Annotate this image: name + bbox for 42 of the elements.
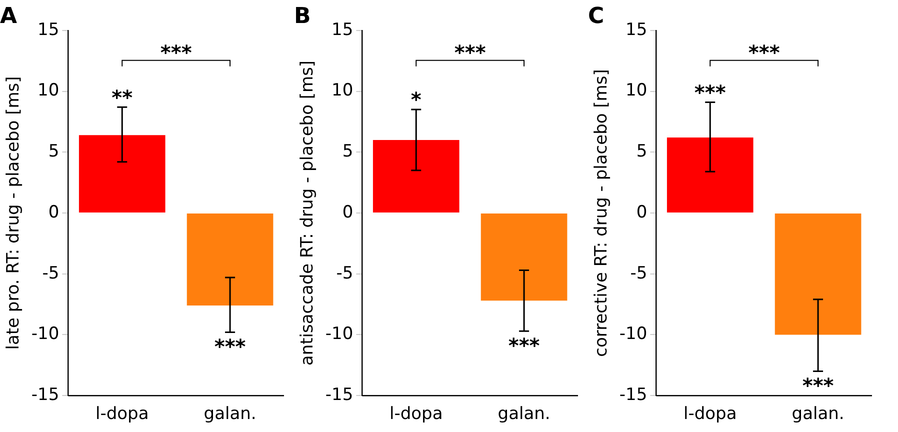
chart-title: B bbox=[294, 4, 311, 29]
annotation: *** bbox=[694, 80, 726, 104]
annotation: *** bbox=[454, 40, 486, 65]
y-axis-title: corrective RT: drug - placebo [ms] bbox=[592, 69, 612, 357]
y-axis-title: late pro. RT: drug - placebo [ms] bbox=[4, 76, 24, 350]
x-tick-label: l-dopa bbox=[389, 404, 443, 424]
y-tick-label: 10 bbox=[38, 80, 60, 101]
chart-title: A bbox=[0, 4, 18, 29]
y-tick-label: 0 bbox=[342, 202, 354, 222]
y-tick-label: -10 bbox=[325, 324, 354, 344]
y-tick-label: 5 bbox=[48, 142, 60, 162]
y-axis-title: antisaccade RT: drug - placebo [ms] bbox=[298, 60, 318, 366]
annotation: *** bbox=[160, 40, 192, 65]
y-tick-label: 5 bbox=[636, 142, 648, 162]
chart-title: C bbox=[588, 4, 604, 29]
y-tick-label: 10 bbox=[332, 80, 354, 101]
y-tick-label: 0 bbox=[636, 202, 648, 222]
y-tick-label: 15 bbox=[332, 20, 354, 40]
y-tick-label: 15 bbox=[626, 20, 648, 40]
annotation: *** bbox=[214, 334, 246, 358]
x-tick-label: l-dopa bbox=[683, 404, 737, 424]
y-tick-label: 5 bbox=[342, 142, 354, 162]
annotation: ** bbox=[112, 85, 134, 110]
y-tick-label: -5 bbox=[42, 263, 60, 284]
y-tick-label: 15 bbox=[38, 20, 60, 40]
y-tick-label: -5 bbox=[630, 263, 648, 284]
y-tick-label: -10 bbox=[31, 324, 60, 344]
x-tick-label: galan. bbox=[792, 404, 844, 424]
y-tick-label: 0 bbox=[48, 202, 60, 222]
annotation: *** bbox=[748, 40, 780, 65]
y-tick-label: 10 bbox=[626, 80, 648, 101]
x-tick-label: galan. bbox=[204, 404, 256, 424]
x-tick-label: galan. bbox=[498, 404, 550, 424]
y-tick-label: -15 bbox=[619, 385, 648, 406]
y-tick-label: -10 bbox=[619, 324, 648, 344]
annotation: *** bbox=[508, 333, 540, 358]
annotation: *** bbox=[802, 373, 834, 398]
y-tick-label: -15 bbox=[325, 385, 354, 406]
x-tick-label: l-dopa bbox=[95, 404, 149, 424]
y-tick-label: -15 bbox=[31, 385, 60, 406]
y-tick-label: -5 bbox=[336, 263, 354, 284]
annotation: * bbox=[410, 88, 422, 112]
